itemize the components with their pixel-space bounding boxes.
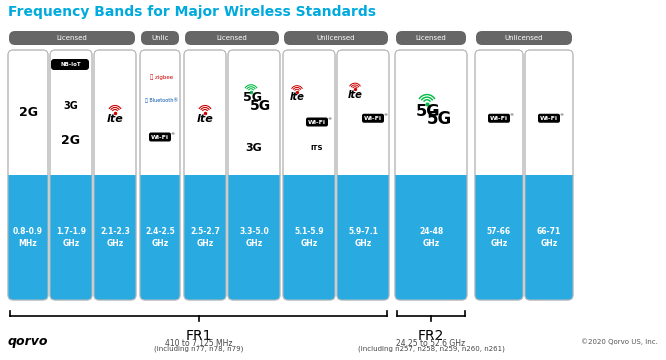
Text: Licensed: Licensed xyxy=(57,35,87,41)
Text: 57-66
GHz: 57-66 GHz xyxy=(487,227,511,248)
Text: ⓩ zigbee: ⓩ zigbee xyxy=(151,75,174,80)
Text: 2.1-2.3
GHz: 2.1-2.3 GHz xyxy=(100,227,130,248)
Text: ®: ® xyxy=(170,132,174,136)
Text: 2G: 2G xyxy=(61,134,81,147)
FancyBboxPatch shape xyxy=(284,31,388,45)
Bar xyxy=(283,175,335,295)
Text: 24-48
GHz: 24-48 GHz xyxy=(419,227,443,248)
Text: lte: lte xyxy=(107,113,123,123)
FancyBboxPatch shape xyxy=(185,31,279,45)
Bar xyxy=(140,175,180,295)
Text: lte: lte xyxy=(196,113,213,123)
FancyBboxPatch shape xyxy=(476,31,572,45)
Text: 3G: 3G xyxy=(246,143,262,153)
FancyBboxPatch shape xyxy=(141,31,179,45)
Bar xyxy=(475,175,523,295)
Text: 5G: 5G xyxy=(416,104,440,119)
Text: Unlic: Unlic xyxy=(151,35,168,41)
FancyBboxPatch shape xyxy=(475,50,523,300)
FancyBboxPatch shape xyxy=(283,50,335,300)
Text: lte: lte xyxy=(348,90,362,100)
FancyBboxPatch shape xyxy=(94,50,136,300)
Text: 2G: 2G xyxy=(19,106,37,119)
FancyBboxPatch shape xyxy=(525,175,573,300)
FancyBboxPatch shape xyxy=(395,175,467,300)
FancyBboxPatch shape xyxy=(337,175,389,300)
FancyBboxPatch shape xyxy=(475,175,523,300)
Bar xyxy=(50,175,92,295)
Text: Wi-Fi: Wi-Fi xyxy=(540,116,558,121)
Bar xyxy=(94,175,136,295)
FancyBboxPatch shape xyxy=(306,117,328,126)
Text: (including n257, n258, n259, n260, n261): (including n257, n258, n259, n260, n261) xyxy=(358,346,504,352)
Text: 2.4-2.5
GHz: 2.4-2.5 GHz xyxy=(145,227,175,248)
Text: NB-IoT: NB-IoT xyxy=(61,62,81,67)
FancyBboxPatch shape xyxy=(184,50,226,300)
Text: 1.7-1.9
GHz: 1.7-1.9 GHz xyxy=(56,227,86,248)
Text: 5.1-5.9
GHz: 5.1-5.9 GHz xyxy=(294,227,324,248)
Bar xyxy=(184,175,226,295)
Text: FR1: FR1 xyxy=(185,329,212,343)
Text: 410 to 7,125 MHz: 410 to 7,125 MHz xyxy=(165,339,232,348)
FancyBboxPatch shape xyxy=(8,175,48,300)
Text: Licensed: Licensed xyxy=(216,35,247,41)
FancyBboxPatch shape xyxy=(8,50,48,300)
Text: Wi-Fi: Wi-Fi xyxy=(490,116,508,121)
FancyBboxPatch shape xyxy=(149,132,171,141)
Text: 0.8-0.9
MHz: 0.8-0.9 MHz xyxy=(13,227,43,248)
FancyBboxPatch shape xyxy=(396,31,466,45)
Text: 5G: 5G xyxy=(250,99,270,113)
Text: FR2: FR2 xyxy=(418,329,444,343)
Text: ®: ® xyxy=(509,114,513,118)
FancyBboxPatch shape xyxy=(395,50,467,300)
Text: Unlicensed: Unlicensed xyxy=(317,35,355,41)
Text: ®: ® xyxy=(327,117,331,122)
Text: qorvo: qorvo xyxy=(8,336,49,348)
Text: 5.9-7.1
GHz: 5.9-7.1 GHz xyxy=(348,227,378,248)
Text: 5G: 5G xyxy=(426,110,452,128)
FancyBboxPatch shape xyxy=(50,175,92,300)
FancyBboxPatch shape xyxy=(488,114,510,123)
Bar xyxy=(525,175,573,295)
Text: Frequency Bands for Major Wireless Standards: Frequency Bands for Major Wireless Stand… xyxy=(8,5,376,19)
FancyBboxPatch shape xyxy=(337,50,389,300)
Text: 24.25 to 52.6 GHz: 24.25 to 52.6 GHz xyxy=(396,339,466,348)
Text: 2.5-2.7
GHz: 2.5-2.7 GHz xyxy=(190,227,220,248)
FancyBboxPatch shape xyxy=(140,50,180,300)
FancyBboxPatch shape xyxy=(51,59,89,70)
Text: 3G: 3G xyxy=(64,101,79,111)
Bar xyxy=(8,175,48,295)
Bar xyxy=(395,175,467,295)
Text: ©2020 Qorvo US, Inc.: ©2020 Qorvo US, Inc. xyxy=(581,339,658,345)
FancyBboxPatch shape xyxy=(50,50,92,300)
FancyBboxPatch shape xyxy=(538,114,560,123)
FancyBboxPatch shape xyxy=(362,114,384,123)
Text: Wi-Fi: Wi-Fi xyxy=(151,135,169,140)
FancyBboxPatch shape xyxy=(283,175,335,300)
Bar xyxy=(337,175,389,295)
Text: ®: ® xyxy=(383,114,387,118)
FancyBboxPatch shape xyxy=(228,50,280,300)
Text: Wi-Fi: Wi-Fi xyxy=(364,116,382,121)
Text: ®: ® xyxy=(559,114,563,118)
FancyBboxPatch shape xyxy=(525,50,573,300)
FancyBboxPatch shape xyxy=(140,175,180,300)
Text: ITS: ITS xyxy=(311,144,323,150)
Text: Licensed: Licensed xyxy=(416,35,446,41)
FancyBboxPatch shape xyxy=(228,175,280,300)
Text: (including n77, n78, n79): (including n77, n78, n79) xyxy=(154,346,243,352)
FancyBboxPatch shape xyxy=(94,175,136,300)
FancyBboxPatch shape xyxy=(9,31,135,45)
Text: 3.3-5.0
GHz: 3.3-5.0 GHz xyxy=(239,227,269,248)
Bar xyxy=(228,175,280,295)
Text: Wi-Fi: Wi-Fi xyxy=(308,120,326,125)
Text: Ⓑ Bluetooth®: Ⓑ Bluetooth® xyxy=(145,97,178,103)
FancyBboxPatch shape xyxy=(184,175,226,300)
Text: 5G: 5G xyxy=(242,91,262,104)
Text: lte: lte xyxy=(290,93,304,102)
Text: Unlicensed: Unlicensed xyxy=(505,35,543,41)
Text: 66-71
GHz: 66-71 GHz xyxy=(537,227,561,248)
